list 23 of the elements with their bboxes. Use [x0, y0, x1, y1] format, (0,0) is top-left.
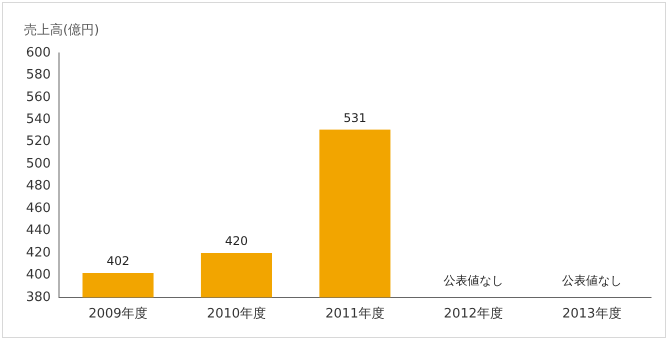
x-tick-label: 2012年度 — [444, 306, 503, 322]
data-label: 531 — [343, 110, 366, 125]
x-tick-label: 2011年度 — [325, 306, 384, 322]
y-tick-label: 500 — [26, 156, 51, 172]
y-tick-label: 520 — [26, 134, 51, 150]
y-tick-label: 600 — [26, 45, 51, 60]
x-tick-label: 2009年度 — [88, 306, 148, 322]
data-label: 402 — [106, 254, 130, 268]
x-tick-label: 2010年度 — [206, 306, 266, 322]
data-label: 420 — [225, 234, 248, 248]
y-tick-label: 540 — [26, 112, 51, 128]
y-tick-label: 480 — [26, 178, 51, 194]
y-tick-label: 400 — [26, 268, 51, 283]
y-tick-label: 380 — [26, 290, 51, 305]
y-tick-label: 460 — [26, 200, 51, 216]
y-tick-label: 560 — [26, 90, 51, 105]
y-tick-label: 580 — [26, 68, 51, 83]
y-tick-label: 440 — [26, 223, 51, 238]
y-tick-label: 420 — [26, 245, 51, 260]
text: 公表値なし — [562, 274, 622, 288]
y-axis-title: 売上高(億円) — [24, 22, 100, 39]
text: 公表値なし — [443, 274, 504, 288]
x-tick-label: 2013年度 — [562, 306, 622, 322]
